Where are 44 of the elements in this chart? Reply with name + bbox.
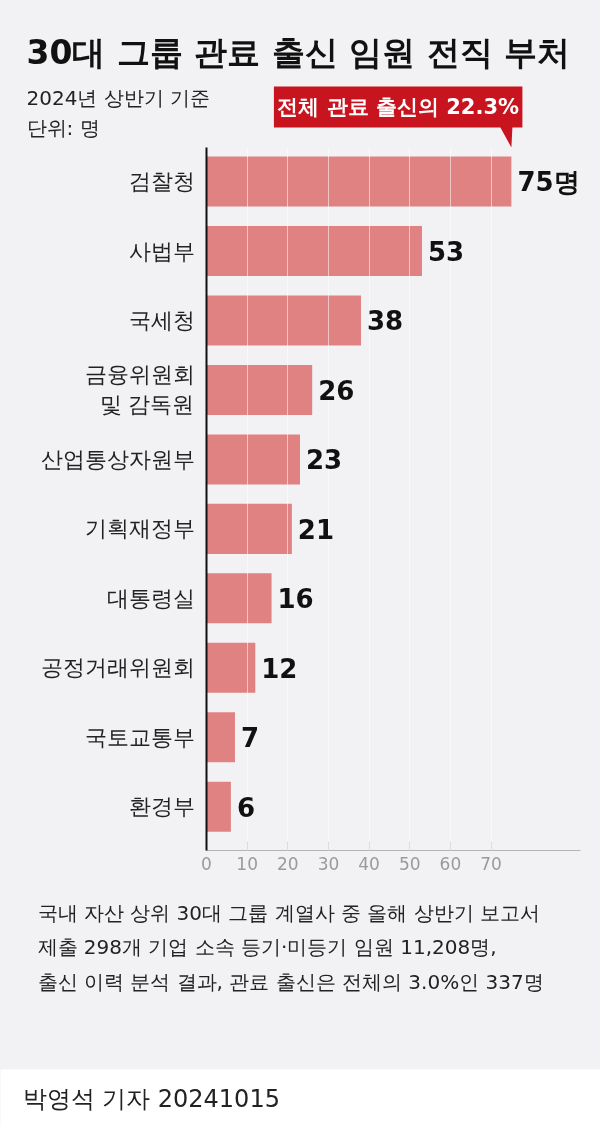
bar <box>206 712 235 763</box>
data-label: 12 <box>261 653 298 684</box>
y-tick-label: 공정거래위원회 <box>40 655 195 681</box>
x-tick-label: 20 <box>276 853 299 874</box>
data-label: 26 <box>318 375 355 406</box>
data-label: 6 <box>236 792 255 823</box>
bar <box>206 226 422 277</box>
data-label: 75명 <box>517 166 580 197</box>
bar <box>206 781 231 832</box>
bar <box>206 364 313 415</box>
data-label: 23 <box>306 445 343 476</box>
data-label: 53 <box>427 237 465 267</box>
data-label: 21 <box>297 514 335 545</box>
y-tick-label: 대통령실 <box>106 585 195 611</box>
bar <box>206 642 256 693</box>
text: 국내 자산 상위 30대 그룹 계열사 중 올해 상반기 보고서 제출 298개 기업 소속 등기·미등기 임원 11,208명, 출신 이력 분석 결과, 관료 출신은 전체의 3.0%인 337명 <box>37 900 544 995</box>
chart-title: 30대 그룹 관료 출신 임원 전직 부처 <box>26 33 571 72</box>
x-tick-label: 70 <box>480 853 502 874</box>
y-tick-label: 국세청 <box>128 307 195 333</box>
y-tick-label: 사법부 <box>128 238 195 264</box>
y-tick-label: 국토교통부 <box>84 724 195 750</box>
x-tick-label: 30 <box>317 853 340 874</box>
y-tick-label: 산업통상자원부 <box>40 446 195 472</box>
x-tick-label: 0 <box>201 853 212 874</box>
x-tick-label: 50 <box>398 853 421 874</box>
x-tick-label: 60 <box>439 853 462 874</box>
bar <box>206 156 512 207</box>
data-label: 38 <box>366 306 404 337</box>
y-tick-label: 검찰청 <box>128 169 195 195</box>
bar <box>206 573 272 624</box>
bar <box>206 434 300 485</box>
data-label: 16 <box>277 584 314 615</box>
y-tick-label: 기획재정부 <box>84 516 195 542</box>
annotation: 전체 관료 출신의 22.3% <box>277 95 520 120</box>
x-tick-label: 10 <box>236 853 258 874</box>
x-tick-label: 40 <box>358 853 380 874</box>
y-tick-label: 환경부 <box>128 794 195 820</box>
chart-subtitle: 2024년 상반기 기준 <box>26 85 211 110</box>
bar <box>206 503 292 554</box>
text: 박영석 기자 20241015 <box>22 1084 280 1113</box>
bar <box>206 295 361 346</box>
data-label: 7 <box>240 723 260 754</box>
y-tick-label: 금융위원회 및 감독원 <box>84 362 195 418</box>
text: 단위: 명 <box>26 115 100 140</box>
